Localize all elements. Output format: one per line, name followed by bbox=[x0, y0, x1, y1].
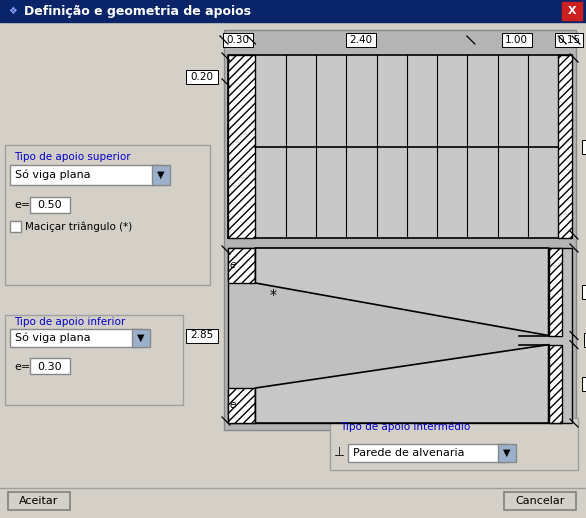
Bar bbox=[348, 444, 508, 462]
Bar bbox=[558, 55, 572, 238]
Bar bbox=[228, 248, 255, 283]
Text: Tipo de apoio intermédio: Tipo de apoio intermédio bbox=[340, 422, 470, 433]
Bar bbox=[228, 55, 572, 238]
Text: ❖: ❖ bbox=[8, 6, 17, 16]
Text: 2.40: 2.40 bbox=[350, 35, 373, 45]
Text: 0.20: 0.20 bbox=[190, 72, 213, 82]
Bar bbox=[10, 165, 162, 185]
Bar bbox=[582, 139, 586, 153]
Bar bbox=[152, 165, 170, 185]
Bar bbox=[330, 418, 578, 470]
Polygon shape bbox=[255, 248, 548, 336]
Bar bbox=[5, 315, 183, 405]
Text: ▼: ▼ bbox=[137, 333, 145, 343]
Text: Maciçar triângulo (*): Maciçar triângulo (*) bbox=[25, 222, 132, 232]
Bar bbox=[562, 2, 582, 20]
Bar bbox=[186, 70, 218, 84]
Text: Tipo de apoio inferior: Tipo de apoio inferior bbox=[14, 317, 125, 327]
Bar bbox=[346, 33, 376, 47]
Bar bbox=[186, 328, 218, 342]
Text: ▼: ▼ bbox=[503, 448, 511, 458]
Bar bbox=[5, 145, 210, 285]
Bar bbox=[0, 0, 586, 22]
Text: Só viga plana: Só viga plana bbox=[15, 170, 91, 180]
Text: 0.15: 0.15 bbox=[558, 35, 581, 45]
Text: X: X bbox=[568, 6, 576, 16]
Bar bbox=[584, 333, 586, 347]
Bar bbox=[502, 33, 532, 47]
Bar bbox=[8, 492, 70, 510]
Text: *: * bbox=[270, 288, 277, 302]
Text: Tipo de apoio superior: Tipo de apoio superior bbox=[14, 152, 131, 162]
Bar bbox=[582, 285, 586, 299]
Polygon shape bbox=[255, 344, 548, 423]
Bar bbox=[228, 388, 255, 423]
Bar bbox=[228, 55, 255, 238]
Text: e: e bbox=[230, 400, 236, 410]
Bar bbox=[548, 344, 563, 423]
Text: e=: e= bbox=[14, 200, 30, 210]
Bar bbox=[10, 221, 21, 232]
Text: e=: e= bbox=[14, 362, 30, 372]
Text: Parede de alvenaria: Parede de alvenaria bbox=[353, 448, 465, 458]
Text: 0.30: 0.30 bbox=[38, 362, 62, 372]
Bar bbox=[224, 30, 576, 430]
Bar bbox=[30, 197, 70, 213]
Bar bbox=[555, 33, 583, 47]
Text: e: e bbox=[230, 261, 236, 270]
Bar bbox=[498, 444, 516, 462]
Bar bbox=[504, 492, 576, 510]
Bar bbox=[228, 248, 572, 423]
Bar bbox=[223, 33, 253, 47]
Text: Definição e geometria de apoios: Definição e geometria de apoios bbox=[24, 5, 251, 18]
Text: ⊥: ⊥ bbox=[334, 445, 345, 458]
Text: Aceitar: Aceitar bbox=[19, 496, 59, 506]
Bar bbox=[582, 377, 586, 391]
Bar bbox=[132, 329, 150, 347]
Bar bbox=[30, 358, 70, 374]
Text: 0.30: 0.30 bbox=[226, 35, 249, 45]
Text: ▼: ▼ bbox=[157, 170, 165, 180]
Text: 1.00: 1.00 bbox=[505, 35, 528, 45]
Text: Só viga plana: Só viga plana bbox=[15, 333, 91, 343]
Text: Cancelar: Cancelar bbox=[515, 496, 565, 506]
Bar bbox=[548, 248, 563, 336]
Text: 0.50: 0.50 bbox=[38, 200, 62, 210]
Bar bbox=[10, 329, 142, 347]
Text: 2.85: 2.85 bbox=[190, 330, 214, 340]
